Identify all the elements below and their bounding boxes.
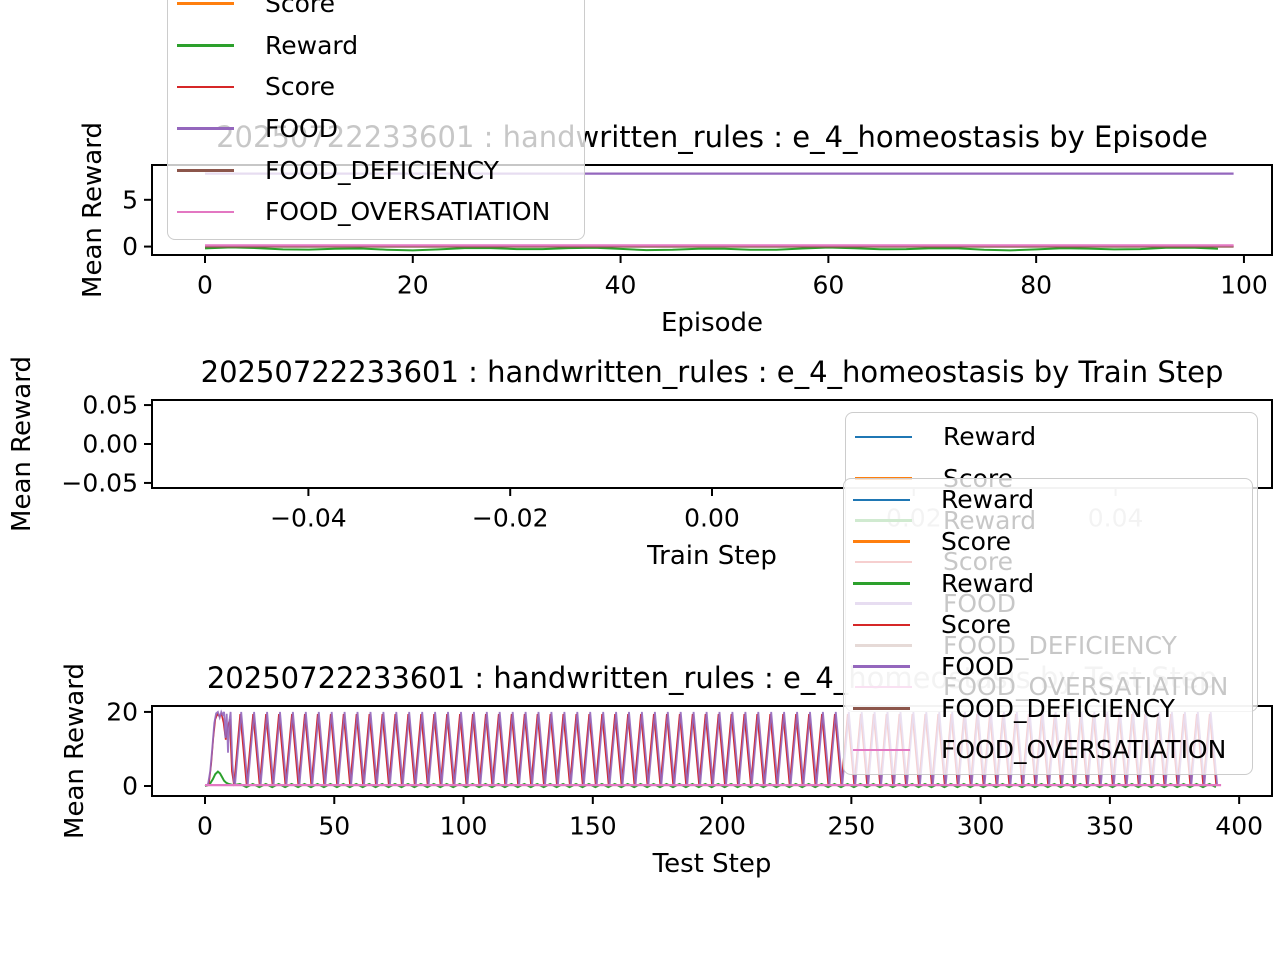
legend-row: Score [168, 0, 584, 24]
x-tick-label: 60 [812, 271, 844, 300]
y-axis-label: Mean Reward [7, 356, 37, 532]
y-axis-label: Mean Reward [60, 663, 90, 839]
legend-entry-label: FOOD [265, 114, 338, 144]
x-tick-label: 400 [1215, 812, 1263, 841]
x-tick-label: 150 [569, 812, 617, 841]
x-tick-label: 100 [1220, 271, 1268, 300]
legend-line-sample [853, 748, 910, 752]
legend-entry-label: Reward [941, 568, 1035, 598]
x-axis-label: Train Step [646, 541, 777, 571]
legend-line-sample [177, 210, 234, 214]
legend-entry-label: FOOD_OVERSATIATION [265, 197, 551, 227]
legend-entry-label: Reward [265, 30, 359, 60]
legend-entry-label: Reward [943, 422, 1037, 452]
legend-row: Score [844, 604, 1252, 646]
legend-line-sample [853, 581, 910, 585]
legend-row: Score [844, 521, 1252, 563]
legend-line-sample [177, 168, 234, 172]
x-tick-label: 40 [605, 271, 637, 300]
legend-line-sample [855, 435, 912, 439]
legend-row: Reward [168, 24, 584, 66]
legend-line-sample [853, 540, 910, 543]
legend-line-sample [853, 623, 910, 627]
plot-title: 20250722233601 : handwritten_rules : e_4… [201, 355, 1224, 389]
x-tick-label: 350 [1086, 812, 1134, 841]
x-axis-label: Episode [661, 308, 763, 338]
legend-entry-label: Score [941, 527, 1012, 557]
x-tick-label: 50 [318, 812, 350, 841]
y-tick-label: 0 [122, 232, 138, 261]
legend-line-sample [177, 85, 234, 89]
y-axis-label: Mean Reward [78, 122, 108, 298]
y-tick-label: 5 [122, 185, 138, 214]
legend-row: Reward [846, 416, 1257, 458]
x-tick-label: 0 [197, 271, 213, 300]
legend-entry-label: Reward [941, 485, 1035, 515]
legend-line-sample [177, 2, 234, 5]
y-tick-label: 0 [122, 772, 138, 801]
y-tick-label: 0.00 [82, 430, 138, 459]
legend-row: FOOD_DEFICIENCY [168, 149, 584, 191]
legend-row: FOOD_DEFICIENCY [844, 687, 1252, 729]
legend-line-sample [853, 498, 910, 502]
y-tick-label: −0.05 [61, 468, 138, 497]
legend-row: FOOD_OVERSATIATION [844, 729, 1252, 771]
legend-entry-label: Score [265, 72, 336, 102]
legend-row: FOOD [168, 108, 584, 150]
x-tick-label: 100 [440, 812, 488, 841]
y-tick-label: 0.05 [82, 391, 138, 420]
plot-spines [151, 399, 1273, 489]
x-tick-label: 0 [197, 812, 213, 841]
legend-episode: RewardScoreRewardScoreFOODFOOD_DEFICIENC… [167, 0, 585, 240]
legend-line-sample [177, 127, 234, 130]
series-reward [204, 246, 1219, 252]
legend-row: Reward [844, 562, 1252, 604]
x-tick-label: 200 [698, 812, 746, 841]
plot-spines [151, 164, 1273, 256]
legend-entry-label: FOOD_OVERSATIATION [941, 735, 1227, 765]
legend-entry-label: FOOD_DEFICIENCY [941, 693, 1175, 723]
legend-line-sample [177, 43, 234, 47]
x-tick-label: 80 [1020, 271, 1052, 300]
x-tick-label: 300 [957, 812, 1005, 841]
legend-entry-label: Score [265, 0, 336, 19]
legend-entry-label: Score [941, 610, 1012, 640]
x-tick-label: 20 [397, 271, 429, 300]
legend-entry-label: FOOD [941, 652, 1014, 682]
legend-teststep: Reward Score Reward Score FOOD FOOD_DEFICIENC… [843, 478, 1253, 775]
legend-entry-label: FOOD_DEFICIENCY [265, 155, 499, 185]
legend-row: FOOD_OVERSATIATION [168, 191, 584, 233]
x-axis-label: Test Step [652, 849, 772, 879]
legend-row: Reward [844, 479, 1252, 521]
legend-row: FOOD [844, 646, 1252, 688]
legend-line-sample [853, 665, 910, 668]
x-tick-label: −0.02 [472, 504, 549, 533]
legend-row: Score [168, 66, 584, 108]
x-tick-label: 250 [827, 812, 875, 841]
x-tick-label: 0.00 [684, 504, 740, 533]
y-tick-label: 20 [106, 697, 138, 726]
x-tick-label: −0.04 [270, 504, 347, 533]
legend-line-sample [853, 706, 910, 710]
